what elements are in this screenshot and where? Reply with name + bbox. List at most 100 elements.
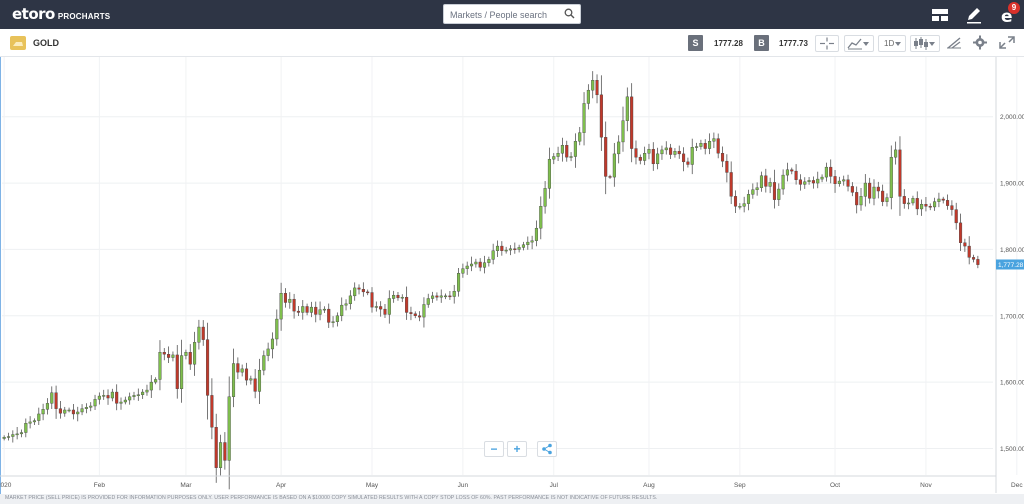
- bullish-candle: [2, 436, 6, 439]
- bearish-candle: [405, 296, 409, 313]
- chevron-down-icon: [929, 42, 935, 46]
- bearish-candle: [686, 161, 690, 165]
- bullish-candle: [517, 247, 521, 250]
- etoro-notifications-icon[interactable]: e: [998, 5, 1018, 25]
- crosshair-icon: [820, 37, 834, 50]
- zoom-in-button[interactable]: +: [507, 441, 527, 457]
- sell-button[interactable]: S: [688, 35, 703, 51]
- bearish-candle: [396, 294, 400, 299]
- search-input[interactable]: [450, 7, 560, 22]
- bullish-candle: [461, 268, 465, 274]
- month-tick-label: Dec: [1011, 482, 1023, 489]
- price-tick-label: 1,900.00: [1000, 181, 1024, 188]
- month-tick-label: Feb: [94, 482, 106, 489]
- settings-button[interactable]: [971, 35, 991, 52]
- bullish-candle: [803, 181, 807, 185]
- bullish-candle: [612, 153, 616, 178]
- bullish-candle: [45, 403, 49, 410]
- chart-left-border: [0, 57, 1, 494]
- bearish-candle: [604, 137, 608, 177]
- bearish-candle: [794, 170, 798, 180]
- bullish-candle: [759, 175, 764, 188]
- bearish-candle: [236, 363, 240, 373]
- price-tick-label: 1,500.00: [1000, 446, 1024, 453]
- month-tick-label: Sep: [734, 482, 746, 489]
- bullish-candle: [586, 89, 590, 104]
- buy-button[interactable]: B: [754, 35, 769, 51]
- sell-price[interactable]: 1777.28: [714, 39, 743, 48]
- search-icon[interactable]: [564, 8, 575, 19]
- bearish-candle: [418, 315, 422, 318]
- bullish-candle: [331, 321, 335, 323]
- bearish-candle: [595, 80, 599, 96]
- fullscreen-button[interactable]: [998, 35, 1018, 52]
- bearish-candle: [733, 196, 738, 207]
- logo-wordmark: etoro: [12, 5, 55, 23]
- bullish-candle: [184, 352, 188, 356]
- bullish-candle: [573, 141, 577, 157]
- timeframe-dropdown[interactable]: 1D: [878, 35, 906, 52]
- bullish-candle: [37, 413, 41, 421]
- bullish-candle: [837, 180, 841, 184]
- bullish-candle: [781, 174, 785, 190]
- bearish-candle: [106, 395, 110, 399]
- bullish-candle: [348, 295, 352, 305]
- notification-badge: 9: [1008, 2, 1020, 14]
- bearish-candle: [924, 204, 928, 207]
- bullish-candle: [547, 158, 551, 189]
- bullish-candle: [695, 146, 699, 148]
- buy-price[interactable]: 1777.73: [779, 39, 808, 48]
- bearish-candle: [850, 186, 854, 193]
- bearish-candle: [682, 153, 686, 163]
- bullish-candle: [63, 409, 67, 414]
- bullish-candle: [392, 294, 396, 299]
- bearish-candle: [327, 308, 331, 323]
- bullish-candle: [534, 227, 538, 241]
- bearish-candle: [833, 176, 837, 184]
- bullish-candle: [387, 298, 391, 315]
- bearish-candle: [971, 257, 976, 260]
- month-tick-label: 2020: [0, 482, 12, 489]
- bearish-candle: [725, 160, 729, 173]
- layout-icon[interactable]: [930, 5, 950, 25]
- bearish-candle: [703, 143, 707, 149]
- bullish-candle: [690, 147, 694, 165]
- bullish-candle: [552, 156, 556, 160]
- crosshair-tool-button[interactable]: [815, 35, 839, 52]
- indicators-dropdown[interactable]: [844, 35, 874, 52]
- etoro-logo[interactable]: etoro PROCHARTS: [12, 5, 110, 23]
- bullish-candle: [80, 408, 84, 413]
- zoom-out-button[interactable]: −: [484, 441, 504, 457]
- bullish-candle: [400, 296, 404, 299]
- month-tick-label: Apr: [276, 482, 287, 489]
- bearish-candle: [448, 295, 452, 298]
- bullish-candle: [154, 379, 158, 383]
- bullish-candle: [123, 399, 127, 403]
- bearish-candle: [413, 313, 417, 316]
- bullish-candle: [262, 355, 266, 371]
- pencil-icon[interactable]: [964, 5, 984, 25]
- search-box[interactable]: [443, 4, 581, 24]
- chart-type-dropdown[interactable]: [910, 35, 940, 52]
- bearish-candle: [846, 179, 850, 187]
- bullish-candle: [863, 182, 867, 197]
- bearish-candle: [959, 222, 963, 243]
- candlestick-chart[interactable]: 1,500.00 1,600.00 1,700.00 1,800.00 1,900.00…: [0, 57, 1024, 494]
- drawing-tools-button[interactable]: [944, 35, 966, 52]
- price-chart-area[interactable]: 1,500.00 1,600.00 1,700.00 1,800.00 1,900.00…: [0, 57, 1024, 494]
- bullish-candle: [97, 395, 101, 400]
- top-navigation-bar: etoro PROCHARTS e 9: [0, 0, 1024, 29]
- bullish-candle: [807, 180, 811, 182]
- bearish-candle: [720, 153, 725, 162]
- bullish-candle: [842, 179, 846, 182]
- bullish-candle: [227, 396, 231, 461]
- bearish-candle: [244, 368, 249, 381]
- share-button[interactable]: [537, 441, 557, 457]
- bearish-candle: [729, 172, 733, 197]
- bullish-candle: [526, 241, 530, 245]
- bullish-candle: [859, 196, 863, 206]
- price-tick-label: 1,800.00: [1000, 247, 1024, 254]
- bearish-candle: [915, 198, 919, 210]
- bullish-candle: [11, 434, 15, 437]
- bearish-candle: [357, 287, 361, 290]
